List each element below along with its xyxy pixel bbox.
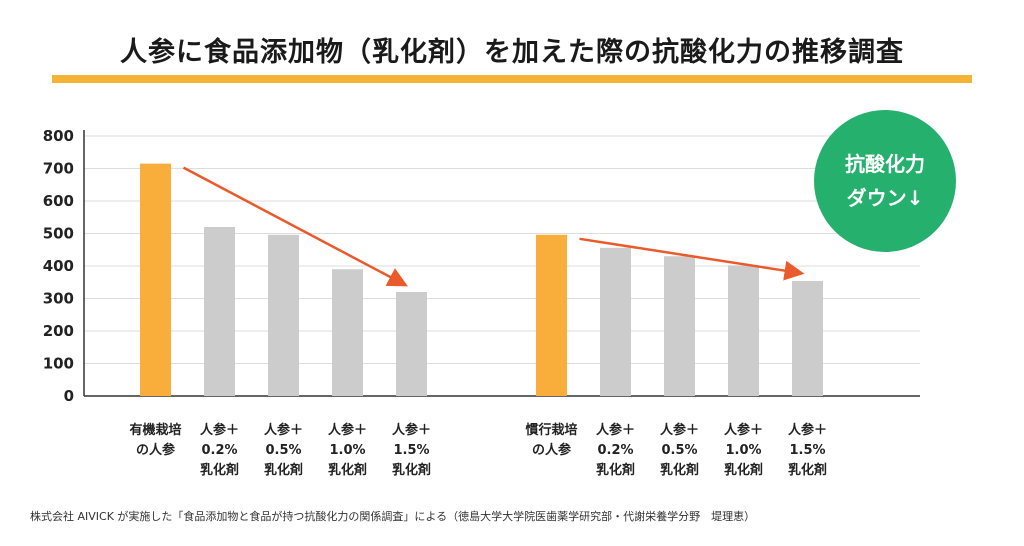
category-label: の人参	[532, 442, 572, 458]
badge-line-1: 抗酸化力	[845, 152, 925, 176]
category-label: 人参＋	[724, 422, 763, 438]
category-label: 人参＋	[788, 422, 827, 438]
y-tick-label: 200	[43, 322, 74, 340]
y-tick-label: 100	[43, 355, 74, 373]
y-tick-label: 400	[43, 257, 74, 275]
y-tick-label: 0	[64, 387, 74, 405]
category-label: 1.5%	[789, 443, 825, 458]
category-label: 人参＋	[200, 422, 239, 438]
category-label: 乳化剤	[660, 462, 699, 478]
bar	[792, 280, 823, 396]
badge-line-2: ダウン↓	[846, 186, 924, 210]
category-label: 1.0%	[329, 443, 365, 458]
page-title: 人参に食品添加物（乳化剤）を加えた際の抗酸化力の推移調査	[120, 37, 904, 68]
category-label: 人参＋	[596, 422, 635, 438]
y-tick-label: 800	[43, 127, 74, 145]
category-label: 乳化剤	[596, 462, 635, 478]
title-underline	[52, 75, 972, 83]
trend-arrow	[579, 237, 805, 281]
bar	[396, 292, 427, 396]
category-label: 乳化剤	[724, 462, 763, 478]
category-label: 1.5%	[393, 443, 429, 458]
category-label: 0.2%	[201, 443, 237, 458]
bar	[140, 163, 171, 396]
category-label: 乳化剤	[328, 462, 367, 478]
category-label: 人参＋	[328, 422, 367, 438]
y-tick-label: 300	[43, 290, 74, 308]
category-label: の人参	[136, 442, 176, 458]
trend-arrow	[182, 166, 408, 287]
antioxidant-down-badge: 抗酸化力 ダウン↓	[814, 110, 956, 252]
y-tick-label: 700	[43, 160, 74, 178]
category-label: 0.5%	[265, 443, 301, 458]
y-tick-label: 500	[43, 225, 74, 243]
bar	[664, 256, 695, 396]
category-label: 人参＋	[660, 422, 699, 438]
category-label: 有機栽培	[129, 422, 181, 438]
category-label: 乳化剤	[200, 462, 239, 478]
bar	[204, 227, 235, 396]
y-tick-label: 600	[43, 192, 74, 210]
bar	[332, 269, 363, 396]
category-label: 慣行栽培	[525, 422, 577, 438]
bar	[536, 234, 567, 396]
bar	[268, 234, 299, 396]
bar	[728, 265, 759, 396]
category-label: 乳化剤	[392, 462, 431, 478]
category-label: 0.5%	[661, 443, 697, 458]
category-label: 乳化剤	[788, 462, 827, 478]
category-label: 人参＋	[392, 422, 431, 438]
bar	[600, 247, 631, 396]
category-label: 1.0%	[725, 443, 761, 458]
category-label: 人参＋	[264, 422, 303, 438]
source-footnote: 株式会社 AIVICK が実施した「食品添加物と食品が持つ抗酸化力の関係調査」に…	[30, 510, 756, 523]
category-label: 0.2%	[597, 443, 633, 458]
category-label: 乳化剤	[264, 462, 303, 478]
